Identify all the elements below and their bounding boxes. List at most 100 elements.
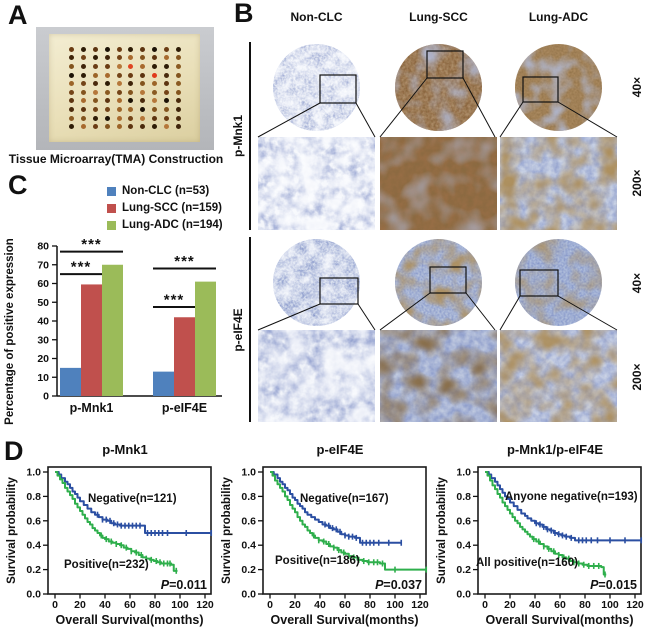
- legend-swatch: [107, 220, 116, 230]
- tma-core-dot: [69, 55, 75, 61]
- legend-swatch: [107, 203, 116, 213]
- ihc-detail-pmnk1-lungadc-200x: [500, 137, 617, 230]
- tma-core-dot: [140, 106, 146, 112]
- svg-text:40: 40: [314, 599, 326, 611]
- inset-box: [429, 266, 467, 294]
- bar-p-Mnk1-Non-CLC (n=53): [60, 367, 81, 396]
- km-title-peif4e: p-eIF4E: [316, 442, 364, 457]
- tma-core-dot: [175, 115, 181, 121]
- ihc-detail-peif4e-nonclc-200x: [258, 330, 375, 422]
- km-curve-Negative(n=167): [270, 471, 402, 544]
- svg-text:***: ***: [164, 291, 185, 308]
- tma-core-dot: [81, 63, 87, 69]
- svg-text:80: 80: [364, 599, 376, 611]
- tma-block: [49, 34, 200, 142]
- tma-core-dot: [140, 98, 146, 104]
- tma-core-dot: [92, 81, 98, 87]
- tma-core-dot: [81, 72, 87, 78]
- svg-text:100: 100: [601, 599, 619, 611]
- tma-core-dot: [151, 72, 157, 78]
- tma-core-dot: [116, 106, 122, 112]
- tma-core-dot: [69, 98, 75, 104]
- ihc-image: [273, 239, 360, 326]
- ihc-image: [258, 137, 375, 230]
- tma-core-dot: [140, 55, 146, 61]
- km-p-value: P=0.011: [161, 578, 207, 592]
- svg-text:Survival probability: Survival probability: [436, 477, 448, 584]
- tma-core-dot: [116, 98, 122, 104]
- tma-core-dot: [81, 115, 87, 121]
- tma-core-dot: [128, 124, 134, 130]
- tma-core-dot: [128, 89, 134, 95]
- svg-text:100: 100: [171, 599, 189, 611]
- svg-text:p-Mnk1: p-Mnk1: [70, 401, 114, 415]
- tma-core-dot: [151, 98, 157, 104]
- km-title-pmnk1: p-Mnk1: [102, 442, 148, 457]
- tma-core-dot: [69, 115, 75, 121]
- tma-core-dot: [151, 115, 157, 121]
- svg-text:100: 100: [386, 599, 404, 611]
- svg-text:20: 20: [289, 599, 301, 611]
- tma-core-dot: [81, 46, 87, 52]
- inset-box: [519, 269, 559, 297]
- tma-core-dot: [163, 89, 169, 95]
- tma-core-dot: [175, 55, 181, 61]
- km-p-value: P=0.015: [590, 578, 637, 592]
- bar-chart: 0 10 20 30 40 50 60 70 80 p-Mnk1 p-eIF4E *** *** *** *…: [0, 217, 230, 436]
- bar-ylabel: Percentage of positive expression (%): [4, 236, 16, 425]
- mag-label-40x-1: 40×: [630, 76, 644, 98]
- ihc-detail-pmnk1-nonclc-200x: [258, 137, 375, 230]
- bar-p-eIF4E-Lung-ADC (n=194): [195, 281, 216, 396]
- svg-text:***: ***: [174, 253, 195, 270]
- tma-core-dot: [175, 124, 181, 130]
- svg-text:0.4: 0.4: [456, 540, 471, 552]
- tma-core-dot: [128, 72, 134, 78]
- tma-core-dot: [175, 89, 181, 95]
- tma-core-dot: [151, 81, 157, 87]
- svg-text:***: ***: [81, 236, 102, 253]
- ihc-core-pmnk1-lungscc-40x: [380, 42, 497, 133]
- tma-core-dot: [116, 72, 122, 78]
- tma-core-dot: [163, 63, 169, 69]
- svg-text:20: 20: [37, 353, 49, 365]
- km-chart-svg: 0.0 0.2 0.4 0.6 0.8 1.0 0 20 40 60 80 100 120 Overall…: [6, 466, 214, 627]
- tma-core-dot: [116, 81, 122, 87]
- ihc-detail-peif4e-lungscc-200x: [380, 330, 497, 422]
- tma-core-dot: [116, 46, 122, 52]
- ihc-image: [500, 137, 617, 230]
- column-header-lungadc: Lung-ADC: [528, 10, 589, 24]
- tma-core-dot: [104, 72, 110, 78]
- tma-core-dot: [163, 106, 169, 112]
- tma-core-dot: [92, 46, 98, 52]
- ihc-core-pmnk1-nonclc-40x: [258, 42, 375, 133]
- svg-text:1.0: 1.0: [26, 467, 41, 479]
- tma-core-dot: [104, 81, 110, 87]
- tma-core-dot: [163, 124, 169, 130]
- tma-core-dot: [69, 124, 75, 130]
- tma-core-dot: [104, 63, 110, 69]
- tma-core-dot: [128, 98, 134, 104]
- svg-text:0: 0: [482, 599, 488, 611]
- svg-text:Overall Survival(months): Overall Survival(months): [271, 613, 419, 627]
- bar-p-Mnk1-Lung-ADC (n=194): [102, 264, 123, 396]
- tma-core-dot: [69, 89, 75, 95]
- km-svg-combo: 0.0 0.2 0.4 0.6 0.8 1.0 0 20 40 60 80 100 120 Overall…: [430, 456, 648, 636]
- tma-core-dot: [104, 115, 110, 121]
- tma-core-dot: [92, 98, 98, 104]
- tma-core-dot: [104, 124, 110, 130]
- row-group-line-peif4e: [249, 237, 251, 422]
- ihc-image: [380, 137, 497, 230]
- tma-core-dot: [140, 115, 146, 121]
- svg-text:40: 40: [37, 316, 49, 328]
- km-curve-Positive(n=186): [270, 471, 427, 571]
- svg-text:0.4: 0.4: [241, 540, 256, 552]
- inset-box: [319, 74, 357, 104]
- bar-p-eIF4E-Lung-SCC (n=159): [174, 317, 195, 396]
- ihc-image: [515, 239, 602, 326]
- tma-core-dot: [92, 72, 98, 78]
- tma-core-dot: [104, 55, 110, 61]
- tma-core-dot: [69, 63, 75, 69]
- panel-b: B Non-CLC Lung-SCC Lung-ADC p-Mnk1 p-eIF…: [231, 0, 650, 440]
- tma-core-dot: [92, 89, 98, 95]
- inset-box: [522, 76, 559, 103]
